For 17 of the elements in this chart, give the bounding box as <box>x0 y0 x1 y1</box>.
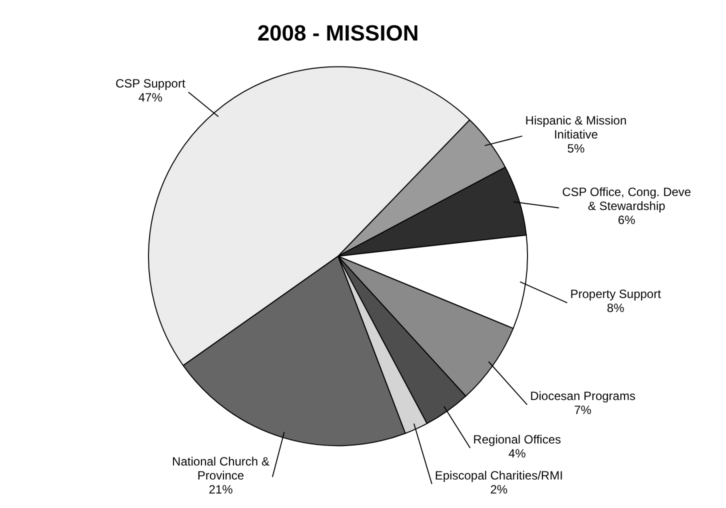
slice-label: Regional Offices <box>473 432 561 446</box>
slice-label: Property Support <box>570 287 662 302</box>
data-label: 8% <box>606 301 625 316</box>
data-label: 5% <box>567 141 585 156</box>
slice-label: Episcopal Charities/RMI <box>434 468 563 482</box>
slice-label: Diocesan Programs <box>530 389 636 404</box>
slice-label: Hispanic & Mission Initiative <box>525 113 627 142</box>
slice-label: National Church & Province <box>172 454 270 482</box>
chart-title: 2008 - MISSION <box>257 20 419 46</box>
data-label: 47% <box>138 90 163 104</box>
data-label: 4% <box>508 446 526 460</box>
data-label: 7% <box>574 403 592 418</box>
data-label: 2% <box>490 482 508 496</box>
slice-label: CSP Support <box>115 76 186 90</box>
data-label: 21% <box>208 482 234 496</box>
data-label: 6% <box>618 213 636 228</box>
slice-label: CSP Office, Cong. Deve & Stewardship <box>562 185 692 214</box>
